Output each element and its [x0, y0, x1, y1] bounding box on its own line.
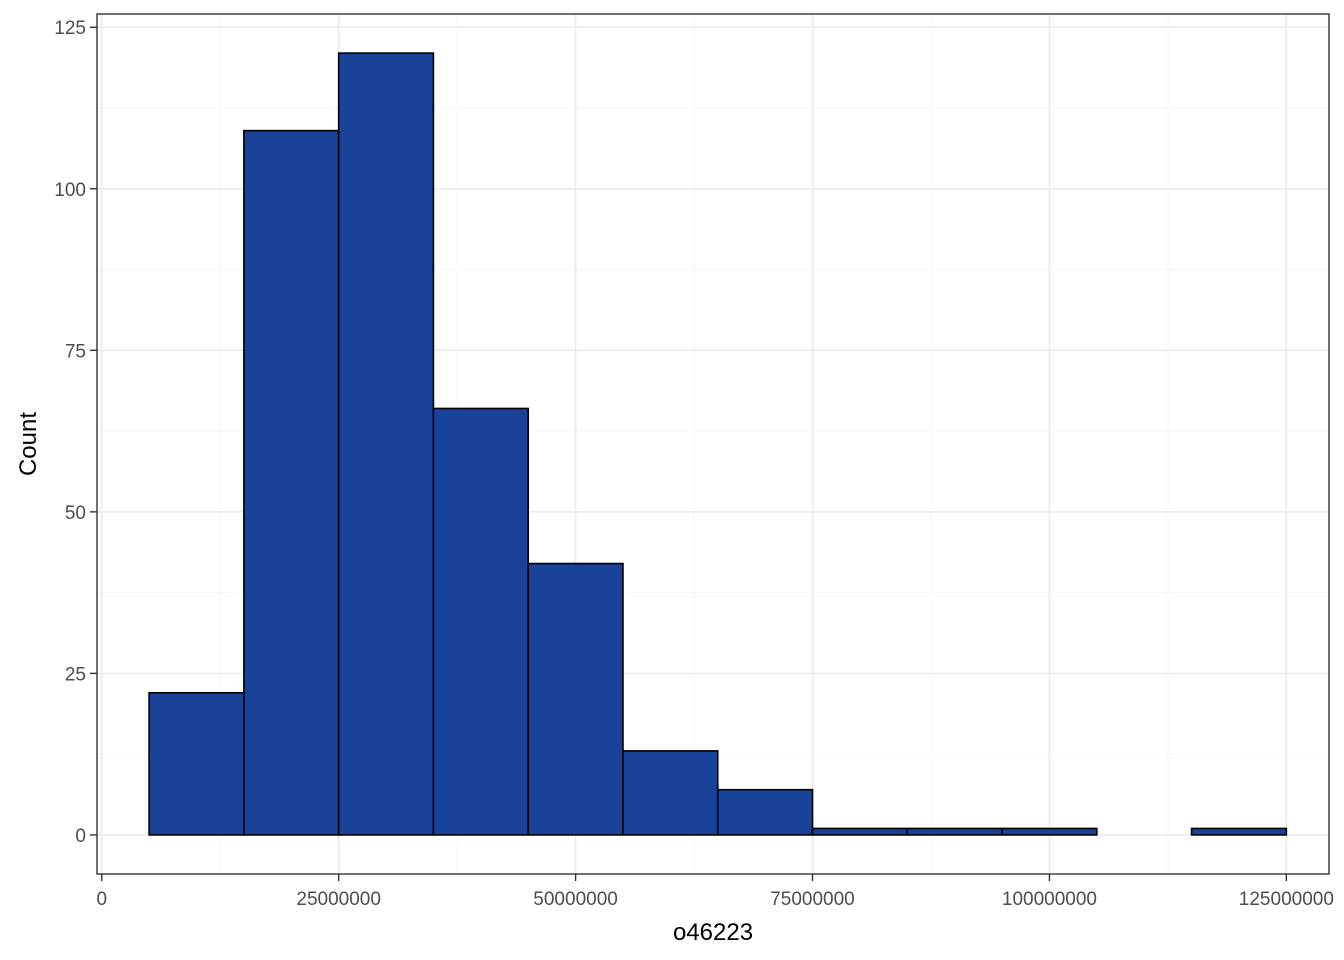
x-tick-label: 100000000 [1002, 889, 1097, 910]
y-tick-label: 100 [54, 180, 86, 201]
histogram-bar-9 [906, 827, 1003, 836]
y-axis: 0 25 50 75 100 125 [54, 18, 97, 847]
histogram-bar-2 [243, 129, 340, 836]
x-axis-title: o46223 [673, 919, 753, 946]
histogram-bar-7 [716, 788, 814, 836]
x-tick-label: 75000000 [770, 889, 855, 910]
histogram-bar-1 [148, 691, 245, 836]
y-tick-label: 50 [65, 503, 86, 524]
histogram-bar-10 [1001, 827, 1098, 836]
x-tick-label: 125000000 [1239, 889, 1334, 910]
y-tick-label: 0 [75, 826, 86, 847]
histogram-bars [148, 52, 1288, 836]
histogram-bar-3 [337, 52, 435, 836]
y-tick-label: 75 [65, 341, 86, 362]
panel-border [96, 13, 1330, 875]
histogram-bar-12 [1190, 827, 1288, 836]
histogram-bar-5 [527, 562, 624, 836]
x-axis: 0 25000000 50000000 75000000 100000000 125000… [96, 874, 1334, 910]
y-tick-label: 25 [65, 664, 86, 685]
y-axis-title: Count [15, 412, 42, 476]
x-tick-label: 25000000 [296, 889, 381, 910]
histogram-bar-8 [811, 827, 909, 836]
x-tick-label: 0 [96, 889, 107, 910]
y-tick-label: 125 [54, 18, 86, 39]
histogram-bar-6 [622, 750, 719, 836]
histogram-bar-4 [432, 407, 529, 836]
x-tick-label: 50000000 [533, 889, 618, 910]
